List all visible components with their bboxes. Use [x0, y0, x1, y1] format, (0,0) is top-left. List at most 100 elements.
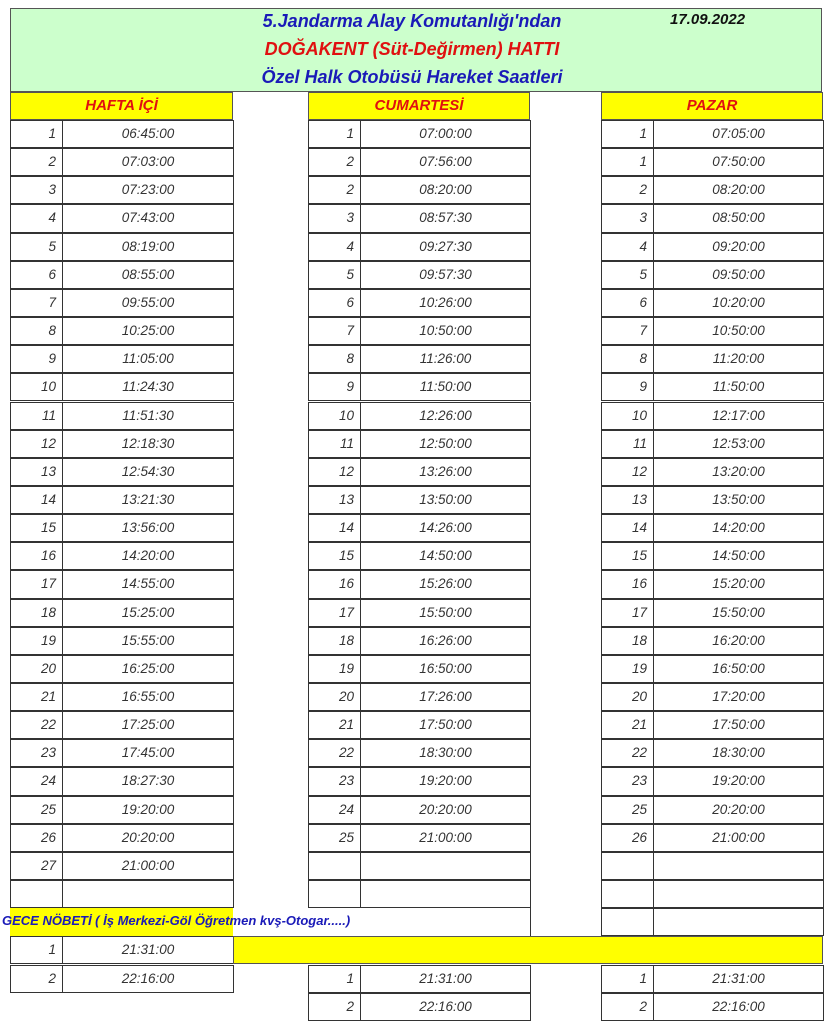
- sunday-departure-time: 20:20:00: [653, 795, 824, 824]
- weekday-row-number: 9: [10, 345, 63, 374]
- sunday-row-number: 4: [601, 232, 654, 261]
- sunday-night-departure-time: 22:16:00: [653, 992, 824, 1021]
- saturday-departure-time: 08:57:30: [360, 204, 531, 233]
- saturday-row-number: 5: [308, 260, 361, 289]
- weekday-night-row-number: 2: [10, 964, 63, 993]
- saturday-night-departure-time: 21:31:00: [360, 964, 531, 993]
- saturday-row-number: 6: [308, 288, 361, 318]
- sunday-departure-time: 11:50:00: [653, 373, 824, 402]
- weekday-departure-time: 15:25:00: [62, 598, 234, 627]
- saturday-night-row-number: 2: [308, 992, 361, 1021]
- sunday-row-number: 9: [601, 373, 654, 402]
- header-organization: 5.Jandarma Alay Komutanlığı'ndan: [262, 11, 562, 31]
- weekday-row-number: 19: [10, 626, 63, 655]
- saturday-departure-time: 17:26:00: [360, 683, 531, 712]
- sunday-empty-cell: [601, 880, 654, 909]
- saturday-divider: [530, 908, 531, 937]
- saturday-departure-time: 09:27:30: [360, 232, 531, 261]
- saturday-row-number: 12: [308, 457, 361, 486]
- saturday-row-number: 2: [308, 176, 361, 205]
- sunday-departure-time: 08:50:00: [653, 204, 824, 233]
- sunday-departure-time: 11:20:00: [653, 345, 824, 374]
- saturday-departure-time: 09:57:30: [360, 260, 531, 289]
- saturday-row-number: 19: [308, 654, 361, 683]
- weekday-night-departure-time: 21:31:00: [62, 936, 234, 965]
- sunday-row-number: 26: [601, 823, 654, 852]
- saturday-departure-time: 12:50:00: [360, 429, 531, 458]
- night-shift-band: [233, 936, 823, 964]
- night-shift-highlight: [10, 908, 233, 936]
- saturday-departure-time: 11:26:00: [360, 345, 531, 374]
- sunday-departure-time: 17:20:00: [653, 683, 824, 712]
- sunday-empty-cell: [653, 851, 824, 881]
- saturday-night-row-number: 1: [308, 964, 361, 993]
- weekday-row-number: 12: [10, 429, 63, 458]
- saturday-departure-time: 07:56:00: [360, 148, 531, 177]
- sunday-departure-time: 19:20:00: [653, 767, 824, 796]
- weekday-row-number: 18: [10, 598, 63, 627]
- weekday-departure-time: 07:43:00: [62, 204, 234, 233]
- sunday-row-number: 5: [601, 260, 654, 289]
- sunday-row-number: 12: [601, 457, 654, 486]
- sunday-row-number: 21: [601, 711, 654, 740]
- weekday-row-number: 20: [10, 654, 63, 683]
- saturday-row-number: 2: [308, 148, 361, 177]
- header-route: DOĞAKENT (Süt-Değirmen) HATTI: [264, 39, 560, 59]
- saturday-departure-time: 21:00:00: [360, 823, 531, 852]
- saturday-departure-time: 10:50:00: [360, 317, 531, 346]
- sunday-row-number: 2: [601, 176, 654, 205]
- weekday-row-number: 10: [10, 373, 63, 402]
- saturday-row-number: 10: [308, 401, 361, 430]
- weekday-departure-time: 13:56:00: [62, 514, 234, 543]
- saturday-row-number: 8: [308, 345, 361, 374]
- saturday-row-number: 13: [308, 485, 361, 515]
- weekday-row-number: 16: [10, 542, 63, 571]
- weekday-departure-time: 14:55:00: [62, 570, 234, 599]
- weekday-departure-time: 09:55:00: [62, 288, 234, 318]
- weekday-departure-time: 11:05:00: [62, 345, 234, 374]
- weekday-row-number: 13: [10, 457, 63, 486]
- saturday-night-departure-time: 22:16:00: [360, 992, 531, 1021]
- sunday-night-row-number: 1: [601, 964, 654, 993]
- weekday-row-number: 4: [10, 204, 63, 233]
- weekday-departure-time: 19:20:00: [62, 795, 234, 824]
- weekday-departure-time: 16:25:00: [62, 654, 234, 683]
- saturday-departure-time: 12:26:00: [360, 401, 531, 430]
- sunday-departure-time: 14:20:00: [653, 514, 824, 543]
- saturday-row-number: 9: [308, 373, 361, 402]
- saturday-departure-time: 11:50:00: [360, 373, 531, 402]
- sunday-empty-cell: [653, 880, 824, 909]
- weekday-night-row-number: 1: [10, 936, 63, 965]
- weekday-row-number: 5: [10, 232, 63, 261]
- sunday-departure-time: 10:50:00: [653, 317, 824, 346]
- sunday-departure-time: 08:20:00: [653, 176, 824, 205]
- saturday-row-number: 1: [308, 120, 361, 149]
- weekday-row-number: 11: [10, 401, 63, 430]
- weekday-departure-time: 17:25:00: [62, 711, 234, 740]
- saturday-row-number: 18: [308, 626, 361, 655]
- sunday-row-number: 23: [601, 767, 654, 796]
- weekday-night-departure-time: 22:16:00: [62, 964, 234, 993]
- saturday-row-number: 24: [308, 795, 361, 824]
- saturday-row-number: 11: [308, 429, 361, 458]
- weekday-departure-time: 08:55:00: [62, 260, 234, 289]
- saturday-empty-cell: [360, 851, 531, 881]
- saturday-departure-time: 13:26:00: [360, 457, 531, 486]
- sunday-row-number: 10: [601, 401, 654, 430]
- saturday-row-number: 3: [308, 204, 361, 233]
- sunday-row-number: 19: [601, 654, 654, 683]
- weekday-row-number: 21: [10, 683, 63, 712]
- weekday-row-number: 2: [10, 148, 63, 177]
- sunday-empty-cell: [601, 908, 654, 937]
- saturday-row-number: 4: [308, 232, 361, 261]
- saturday-row-number: 14: [308, 514, 361, 543]
- weekday-departure-time: 18:27:30: [62, 767, 234, 796]
- column-header-sunday: PAZAR: [601, 92, 823, 120]
- sunday-row-number: 16: [601, 570, 654, 599]
- sunday-empty-cell: [653, 908, 824, 937]
- saturday-row-number: 25: [308, 823, 361, 852]
- saturday-row-number: 22: [308, 739, 361, 768]
- sunday-departure-time: 16:20:00: [653, 626, 824, 655]
- header-date: 17.09.2022: [670, 11, 746, 28]
- saturday-empty-cell: [360, 880, 531, 909]
